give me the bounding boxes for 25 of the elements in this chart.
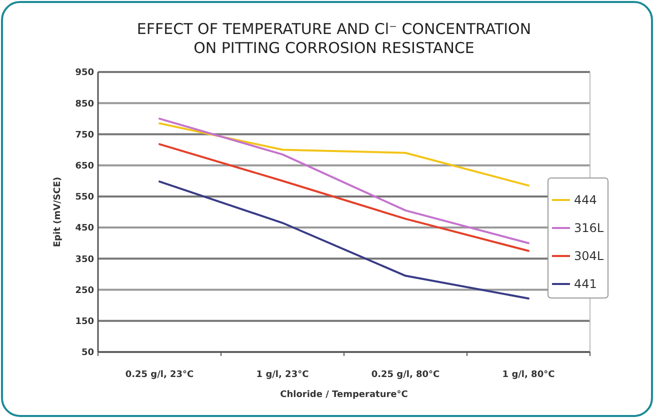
x-axis-title: Chloride / Temperature°C <box>280 390 408 400</box>
legend-label: 441 <box>574 277 597 292</box>
y-tick-label: 50 <box>81 348 94 358</box>
line-series <box>158 143 530 252</box>
line-series <box>158 180 530 300</box>
y-tick-label: 150 <box>75 317 94 328</box>
line-series <box>158 122 530 187</box>
y-tick-label: 450 <box>75 224 94 234</box>
y-tick-label: 950 <box>75 68 94 78</box>
y-tick-label: 250 <box>75 286 94 296</box>
legend-label: 444 <box>574 193 597 208</box>
legend-label: 304L <box>574 249 604 264</box>
y-tick-label: 750 <box>75 130 94 140</box>
chart-title: EFFECT OF TEMPERATURE AND Cl⁻ CONCENTRATION ON PITTING CORROSION RESISTANCE <box>136 20 532 57</box>
x-tick-label: 1 g/l, 80°C <box>502 370 556 380</box>
legend-label: 316L <box>574 221 604 236</box>
x-tick-label: 0.25 g/l, 80°C <box>371 370 440 380</box>
x-tick-label: 1 g/l, 23°C <box>256 370 310 380</box>
y-axis-title: Epit (mV/SCE) <box>53 176 63 248</box>
y-tick-label: 850 <box>75 99 94 110</box>
y-tick-label: 550 <box>75 192 94 203</box>
y-tick-label: 350 <box>75 254 94 265</box>
x-tick-label: 0.25 g/l, 23°C <box>125 370 194 380</box>
line-series <box>158 118 530 244</box>
y-tick-label: 650 <box>75 161 94 172</box>
